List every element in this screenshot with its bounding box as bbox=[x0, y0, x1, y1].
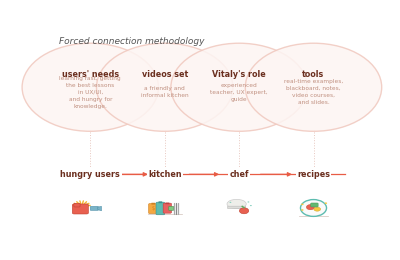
FancyBboxPatch shape bbox=[311, 203, 318, 207]
Circle shape bbox=[301, 209, 304, 211]
Ellipse shape bbox=[314, 207, 321, 211]
Text: experienced
teacher, UX expert,
guide: experienced teacher, UX expert, guide bbox=[210, 83, 268, 102]
Circle shape bbox=[250, 205, 252, 206]
Circle shape bbox=[96, 43, 233, 131]
FancyBboxPatch shape bbox=[90, 206, 98, 210]
Text: kitchen: kitchen bbox=[148, 170, 182, 179]
FancyBboxPatch shape bbox=[169, 206, 174, 210]
Circle shape bbox=[301, 204, 304, 205]
FancyBboxPatch shape bbox=[148, 204, 158, 213]
Text: a friendly and
informal kitchen: a friendly and informal kitchen bbox=[141, 86, 188, 98]
FancyBboxPatch shape bbox=[151, 203, 155, 205]
FancyBboxPatch shape bbox=[163, 203, 172, 213]
Circle shape bbox=[171, 43, 307, 131]
FancyBboxPatch shape bbox=[156, 202, 165, 215]
Circle shape bbox=[22, 43, 158, 131]
Circle shape bbox=[300, 200, 326, 216]
Text: chef: chef bbox=[229, 170, 249, 179]
Circle shape bbox=[248, 201, 249, 203]
Text: recipes: recipes bbox=[297, 170, 330, 179]
Circle shape bbox=[230, 202, 231, 203]
FancyBboxPatch shape bbox=[228, 206, 246, 209]
Text: $: $ bbox=[152, 206, 155, 211]
Text: users' needs: users' needs bbox=[62, 70, 119, 79]
Text: hungry users: hungry users bbox=[60, 170, 120, 179]
Circle shape bbox=[245, 43, 382, 131]
Text: learning fast, getting
the best lessons
in UX/UI,
and hungry for
knowledge.: learning fast, getting the best lessons … bbox=[60, 76, 121, 109]
Polygon shape bbox=[98, 206, 102, 211]
Text: videos set: videos set bbox=[142, 70, 188, 79]
Text: Forced connection methodology: Forced connection methodology bbox=[59, 37, 205, 46]
Text: Vitaly's role: Vitaly's role bbox=[212, 70, 266, 79]
FancyBboxPatch shape bbox=[165, 203, 169, 204]
Ellipse shape bbox=[227, 199, 246, 209]
FancyBboxPatch shape bbox=[74, 203, 80, 207]
Text: tools: tools bbox=[302, 70, 325, 79]
FancyBboxPatch shape bbox=[158, 201, 162, 203]
Circle shape bbox=[306, 205, 314, 210]
Circle shape bbox=[240, 208, 249, 214]
FancyBboxPatch shape bbox=[72, 204, 88, 214]
Text: real-time examples,
blackboard, notes,
video courses,
and slides.: real-time examples, blackboard, notes, v… bbox=[284, 79, 343, 105]
Circle shape bbox=[325, 202, 327, 204]
